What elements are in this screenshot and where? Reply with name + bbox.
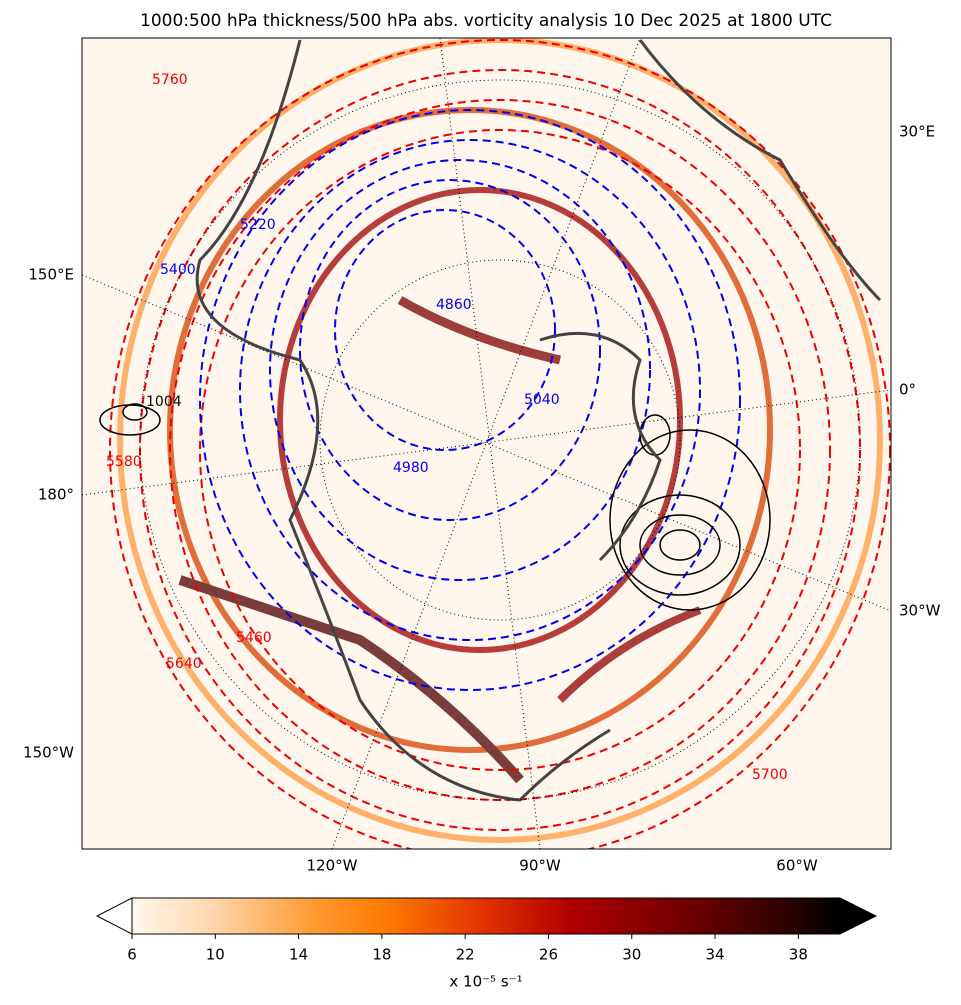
contour-label: 5760 xyxy=(152,72,188,88)
lon-label: 30°W xyxy=(899,602,941,620)
contour-label: 5400 xyxy=(160,262,196,278)
colorbar-tick-label: 38 xyxy=(789,946,808,964)
lon-label: 90°W xyxy=(519,857,561,875)
lon-label: 150°E xyxy=(28,266,74,284)
contour-label: 5460 xyxy=(236,630,272,646)
colorbar-tick-label: 30 xyxy=(622,946,641,964)
contour-label: 4980 xyxy=(393,460,429,476)
contour-label: 5580 xyxy=(106,454,142,470)
contour-label: 1004 xyxy=(146,394,182,410)
map-frame xyxy=(81,37,892,850)
lon-label: 150°W xyxy=(23,744,74,762)
lon-label: 120°W xyxy=(307,857,358,875)
colorbar xyxy=(95,897,878,935)
colorbar-tick-label: 34 xyxy=(706,946,725,964)
colorbar-tick-label: 18 xyxy=(372,946,391,964)
contour-label: 4860 xyxy=(436,297,472,313)
contour-label: 5040 xyxy=(524,392,560,408)
lon-label: 60°W xyxy=(776,857,818,875)
colorbar-extend-high xyxy=(839,897,878,935)
colorbar-label: x 10⁻⁵ s⁻¹ xyxy=(449,973,522,991)
colorbar-tick-label: 14 xyxy=(289,946,308,964)
lon-label: 0° xyxy=(899,381,916,399)
contour-labels: 5760 5220 5400 4860 5040 5580 4980 5460 … xyxy=(106,72,788,783)
contour-label: 5640 xyxy=(166,656,202,672)
map-area xyxy=(82,38,891,849)
lon-label: 180° xyxy=(38,486,74,504)
lon-label: 30°E xyxy=(899,123,935,141)
colorbar-tick-label: 6 xyxy=(127,946,137,964)
colorbar-tick-label: 10 xyxy=(206,946,225,964)
colorbar-tick-label: 26 xyxy=(539,946,558,964)
contour-label: 5220 xyxy=(240,217,276,233)
colorbar-bar xyxy=(131,897,841,935)
colorbar-extend-low xyxy=(95,897,133,935)
colorbar-tick-label: 22 xyxy=(456,946,475,964)
map-title: 1000:500 hPa thickness/500 hPa abs. vort… xyxy=(140,11,832,31)
contour-label: 5700 xyxy=(752,767,788,783)
